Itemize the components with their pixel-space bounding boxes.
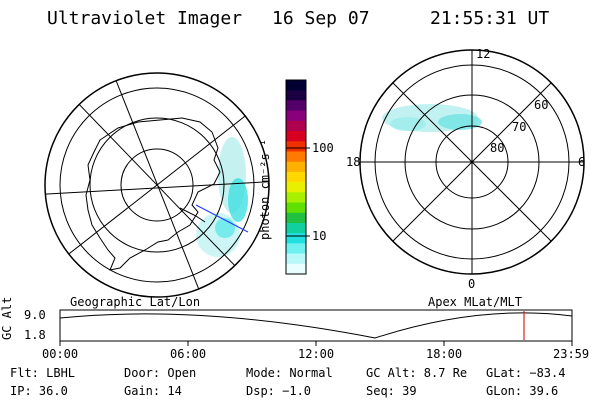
- seq-info: Seq: 39: [366, 384, 417, 398]
- time-tick-2359: 23:59: [553, 347, 590, 361]
- filter-info: Flt: LBHL: [10, 366, 76, 380]
- mode-info: Mode: Normal: [246, 366, 333, 380]
- colorbar-segment: [286, 171, 306, 183]
- time-label: 21:55:31 UT: [430, 8, 550, 29]
- ip-info: IP: 36.0: [10, 384, 68, 398]
- glon-info: GLon: 39.6: [486, 384, 559, 398]
- dsp-info: Dsp: −1.0: [246, 384, 312, 398]
- colorbar-segment: [286, 110, 306, 122]
- mlat-label-80: 80: [490, 141, 505, 155]
- colorbar-segment: [286, 222, 306, 234]
- colorbar-segment: [286, 253, 306, 265]
- aurora-emission-left: [196, 137, 248, 257]
- mlat-label-60: 60: [534, 98, 549, 112]
- geographic-map-title: Geographic Lat/Lon: [70, 295, 201, 309]
- gc-alt-info: GC Alt: 8.7 Re: [366, 366, 468, 380]
- colorbar-segment: [286, 141, 306, 153]
- colorbar-segment: [286, 90, 306, 102]
- gain-info: Gain: 14: [124, 384, 182, 398]
- colorbar-segment: [286, 192, 306, 204]
- mlt-label-12: 12: [476, 47, 491, 61]
- glat-info: GLat: −83.4: [486, 366, 566, 380]
- altitude-tick-high: 9.0: [24, 308, 46, 322]
- colorbar-segment: [286, 202, 306, 214]
- colorbar-tick-10: 10: [312, 229, 327, 243]
- colorbar-unit-label: photon cm⁻²s⁻¹: [258, 138, 272, 240]
- time-tick-1800: 18:00: [426, 347, 463, 361]
- mlt-label-18: 18: [346, 155, 361, 169]
- instrument-title: Ultraviolet Imager: [47, 8, 243, 29]
- colorbar-segment: [286, 131, 306, 142]
- terminator-line: [195, 204, 249, 233]
- time-tick-1200: 12:00: [298, 347, 335, 361]
- colorbar-segment: [286, 233, 306, 244]
- door-info: Door: Open: [124, 366, 197, 380]
- time-tick-0600: 06:00: [170, 347, 207, 361]
- continent-outline: [85, 117, 221, 271]
- colorbar-segment: [286, 120, 306, 132]
- date-label: 16 Sep 07: [272, 8, 370, 29]
- colorbar-segment: [286, 263, 306, 275]
- altitude-axis-label: GC Alt: [0, 296, 14, 340]
- colorbar-segment: [286, 243, 306, 255]
- magnetic-map-title: Apex MLat/MLT: [428, 295, 522, 309]
- colorbar-segment: [286, 161, 306, 173]
- colorbar-segment: [286, 80, 306, 91]
- colorbar-tick-100: 100: [312, 141, 334, 155]
- colorbar: [286, 80, 306, 275]
- mlt-label-0: 0: [468, 277, 476, 291]
- altitude-plot: [59, 309, 573, 346]
- colorbar-segment: [286, 100, 306, 112]
- altitude-tick-low: 1.8: [24, 328, 46, 342]
- colorbar-segment: [286, 182, 306, 193]
- time-tick-0000: 00:00: [42, 347, 79, 361]
- colorbar-segment: [286, 151, 306, 163]
- colorbar-segment: [286, 212, 306, 224]
- mlt-label-6: 6: [578, 155, 586, 169]
- magnetic-map: [359, 49, 585, 275]
- mlat-label-70: 70: [512, 120, 527, 134]
